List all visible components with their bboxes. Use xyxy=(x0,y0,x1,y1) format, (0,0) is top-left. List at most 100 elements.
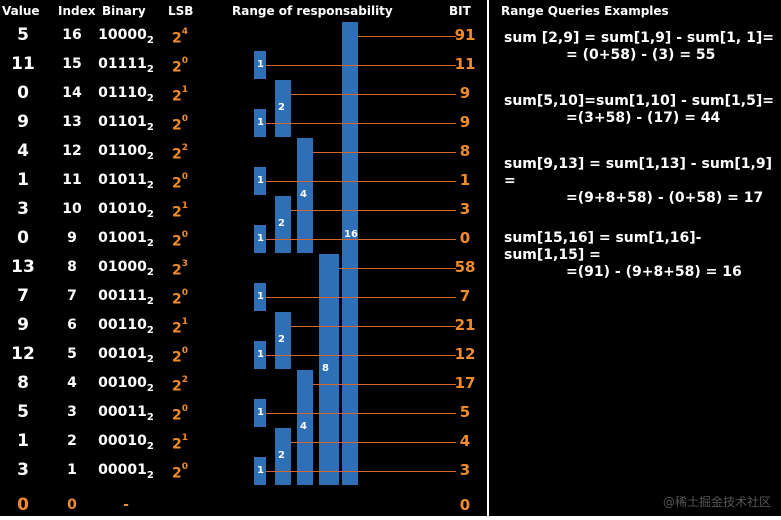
cell-value: 0 xyxy=(17,228,29,248)
table-row: 11 15 011112 20 11 xyxy=(0,50,487,79)
binary-base: 2 xyxy=(146,353,154,365)
cell-index: 15 xyxy=(62,56,82,72)
header-binary: Binary xyxy=(102,4,146,18)
binary-base: 2 xyxy=(146,150,154,162)
cell-value: 7 xyxy=(17,286,29,306)
bit-diagram-panel: Value Index Binary LSB Range of responsa… xyxy=(0,0,487,516)
table-row: 1 11 010112 20 1 xyxy=(0,166,487,195)
cell-lsb: 21 xyxy=(171,201,188,221)
cell-bit: 1 xyxy=(459,171,471,189)
cell-bit: 11 xyxy=(454,55,476,73)
binary-base: 2 xyxy=(146,179,154,191)
watermark: @稀土掘金技术社区 xyxy=(662,495,771,509)
binary-base: 2 xyxy=(146,411,154,423)
range-query: sum[5,10]=sum[1,10] - sum[1,5]= =(3+58) -… xyxy=(489,93,781,127)
range-bar-label: 1 xyxy=(257,348,264,360)
range-connector-line xyxy=(266,180,456,182)
range-bar-label: 1 xyxy=(257,58,264,70)
zero-binary: - xyxy=(123,497,129,513)
lsb-exponent: 1 xyxy=(181,201,188,211)
cell-bit: 8 xyxy=(459,142,471,160)
zero-index: 0 xyxy=(67,497,77,513)
query-line-1: sum[5,10]=sum[1,10] - sum[1,5]= xyxy=(504,93,774,109)
cell-index: 3 xyxy=(67,404,77,420)
binary-base: 2 xyxy=(146,382,154,394)
cell-value: 5 xyxy=(17,402,29,422)
cell-lsb: 20 xyxy=(171,288,188,308)
zero-value: 0 xyxy=(17,495,29,515)
range-bar xyxy=(254,224,266,253)
binary-base: 2 xyxy=(146,440,154,452)
query-line-2: =(9+8+58) - (0+58) = 17 xyxy=(566,190,764,206)
lsb-exponent: 1 xyxy=(181,85,188,95)
range-bar-label: 1 xyxy=(257,116,264,128)
range-bar-label: 1 xyxy=(257,290,264,302)
cell-index: 12 xyxy=(62,143,82,159)
cell-binary: 000102 xyxy=(98,433,154,452)
range-connector-line xyxy=(266,122,456,124)
range-bar xyxy=(275,79,291,137)
header-index: Index xyxy=(58,4,96,18)
cell-value: 11 xyxy=(11,54,35,74)
binary-base: 2 xyxy=(146,295,154,307)
range-bar-label: 1 xyxy=(257,232,264,244)
range-bar xyxy=(342,21,358,485)
cell-binary: 100002 xyxy=(98,27,154,46)
cell-value: 3 xyxy=(17,199,29,219)
range-bar xyxy=(254,282,266,311)
cell-value: 13 xyxy=(11,257,35,277)
binary-base: 2 xyxy=(146,121,154,133)
cell-lsb: 21 xyxy=(171,85,188,105)
range-query: sum[9,13] = sum[1,13] - sum[1,9] = =(9+8+… xyxy=(489,156,781,207)
cell-value: 12 xyxy=(11,344,35,364)
cell-bit: 5 xyxy=(459,403,471,421)
range-connector-line xyxy=(291,209,456,211)
cell-lsb: 21 xyxy=(171,433,188,453)
table-row: 7 7 001112 20 7 xyxy=(0,282,487,311)
cell-bit: 4 xyxy=(459,432,471,450)
binary-base: 2 xyxy=(146,208,154,220)
header-lsb: LSB xyxy=(168,4,194,18)
cell-binary: 001002 xyxy=(98,375,154,394)
cell-lsb: 22 xyxy=(171,143,188,163)
cell-value: 1 xyxy=(17,431,29,451)
cell-index: 9 xyxy=(67,230,77,246)
cell-lsb: 20 xyxy=(171,114,188,134)
query-line-2: =(91) - (9+8+58) = 16 xyxy=(566,264,742,280)
table-row: 4 12 011002 22 8 xyxy=(0,137,487,166)
query-line-2: =(3+58) - (17) = 44 xyxy=(566,110,721,126)
cell-index: 4 xyxy=(67,375,77,391)
range-connector-line xyxy=(266,238,456,240)
cell-value: 3 xyxy=(17,460,29,480)
cell-index: 14 xyxy=(62,85,82,101)
lsb-exponent: 0 xyxy=(181,172,188,182)
cell-lsb: 20 xyxy=(171,230,188,250)
cell-bit: 17 xyxy=(454,374,476,392)
lsb-exponent: 2 xyxy=(181,375,188,385)
range-bar-label: 4 xyxy=(300,189,307,200)
cell-binary: 001112 xyxy=(98,288,154,307)
binary-base: 2 xyxy=(146,63,154,75)
cell-binary: 011112 xyxy=(98,56,154,75)
cell-binary: 010012 xyxy=(98,230,154,249)
cell-index: 5 xyxy=(67,346,77,362)
cell-bit: 91 xyxy=(454,26,476,44)
cell-binary: 010002 xyxy=(98,259,154,278)
range-bar xyxy=(254,166,266,195)
range-bar-label: 2 xyxy=(278,218,285,229)
range-connector-line xyxy=(266,354,456,356)
range-bar xyxy=(319,253,339,485)
cell-index: 2 xyxy=(67,433,77,449)
header-bit: BIT xyxy=(449,4,471,18)
range-bar-label: 2 xyxy=(278,450,285,461)
range-bar xyxy=(254,398,266,427)
cell-lsb: 21 xyxy=(171,317,188,337)
table-row: 5 16 100002 24 91 xyxy=(0,21,487,50)
range-connector-line xyxy=(313,151,456,153)
cell-lsb: 24 xyxy=(171,27,188,47)
cell-value: 5 xyxy=(17,25,29,45)
range-bar-label: 16 xyxy=(344,228,358,240)
cell-binary: 011002 xyxy=(98,143,154,162)
cell-index: 10 xyxy=(62,201,82,217)
range-bar xyxy=(297,137,313,253)
